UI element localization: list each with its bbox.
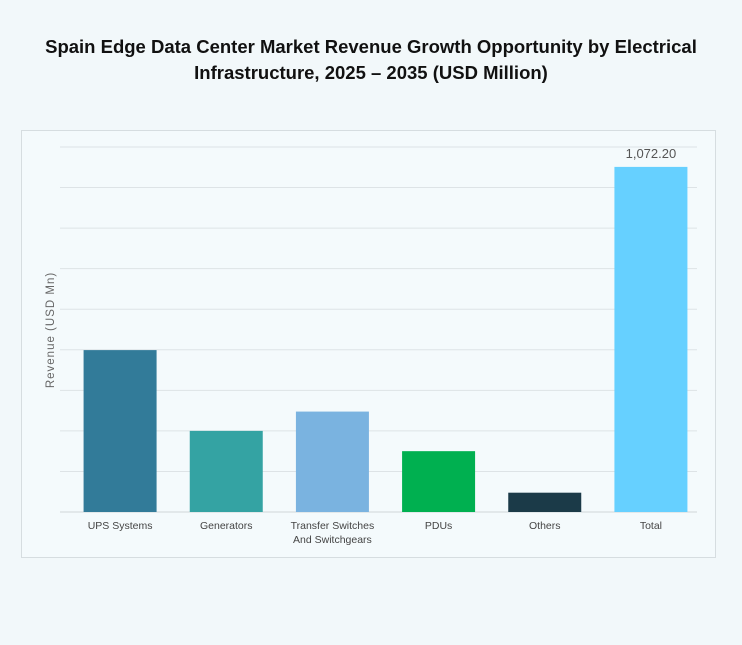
y-axis-label: Revenue (USD Mn) <box>45 272 57 388</box>
x-tick-label: Total <box>640 520 662 532</box>
bar <box>402 451 476 512</box>
x-tick-label: PDUs <box>425 520 452 532</box>
x-tick-label: And Switchgears <box>293 534 372 546</box>
x-tick-label: UPS Systems <box>88 520 153 532</box>
bar <box>614 166 688 512</box>
bar <box>189 430 263 512</box>
bar <box>508 492 582 512</box>
chart-title: Spain Edge Data Center Market Revenue Gr… <box>0 34 742 86</box>
x-tick-label: Others <box>529 520 561 532</box>
bar <box>83 350 157 512</box>
x-tick-label: Transfer Switches <box>291 520 375 532</box>
title-line-1: Spain Edge Data Center Market Revenue Gr… <box>45 36 697 57</box>
data-label: 1,072.20 <box>626 146 677 161</box>
x-tick-label: Generators <box>200 520 253 532</box>
bar <box>295 411 369 512</box>
title-line-2: Infrastructure, 2025 – 2035 (USD Million… <box>194 62 548 83</box>
